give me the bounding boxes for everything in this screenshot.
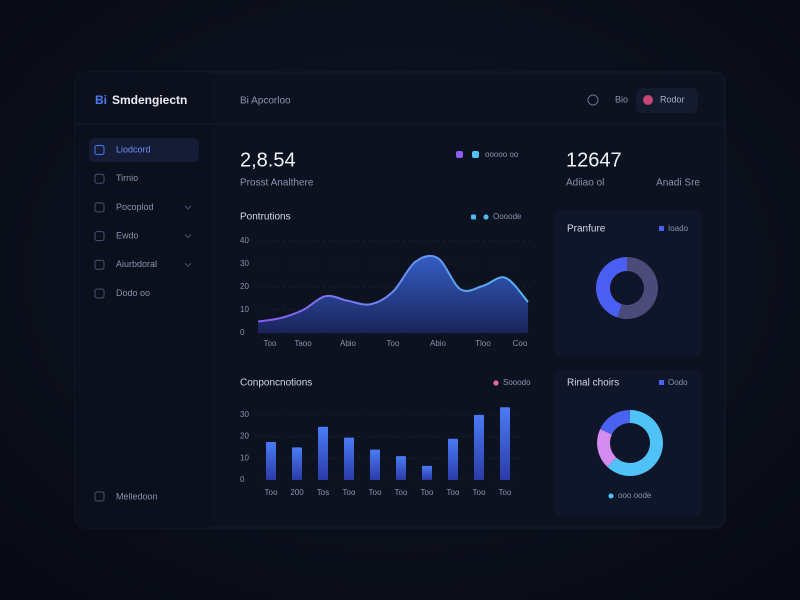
kpi-label: Prosst Analthere: [240, 178, 314, 189]
y-tick-label: 20: [240, 282, 249, 291]
area: [258, 255, 528, 333]
bar: [318, 426, 328, 480]
card: [555, 210, 701, 356]
donut-slice: [596, 257, 627, 318]
legend-swatch: [493, 380, 499, 386]
chart-title: Rinal choirs: [567, 378, 619, 389]
bar: [448, 438, 458, 480]
line: [257, 254, 529, 323]
nav-item[interactable]: Aiurbdoral: [116, 259, 157, 269]
x-tick-label: Too: [265, 488, 278, 497]
kpi-label: Adiiao ol: [566, 178, 604, 189]
brand: Smdengiectn: [112, 93, 187, 107]
kpi-legend: ooooo oo: [485, 150, 519, 159]
y-tick-label: 10: [240, 453, 249, 462]
legend-swatch: [483, 214, 489, 220]
x-tick-label: Abio: [340, 339, 357, 348]
sidebar: [75, 72, 213, 528]
icon: [94, 491, 105, 502]
bar: [396, 456, 406, 480]
icon: [94, 288, 105, 299]
nav-item[interactable]: Dodo oo: [116, 288, 150, 298]
legend-swatch: [608, 493, 614, 499]
x-tick-label: Too: [421, 488, 434, 497]
nav-item[interactable]: Liodcord: [116, 144, 151, 154]
legend-swatch: [456, 151, 463, 158]
x-tick-label: Too: [473, 488, 486, 497]
user-chip[interactable]: [636, 88, 698, 113]
y-tick-label: 30: [240, 259, 249, 268]
icon: [94, 173, 105, 184]
donut-slice: [600, 410, 630, 435]
donut-slice: [617, 257, 658, 319]
legend-label: Ioado: [668, 224, 689, 233]
brand-mark: Bi: [95, 93, 107, 107]
bar: [344, 437, 354, 480]
kpi-value: 2,8.54: [240, 149, 296, 171]
y-tick-label: 0: [240, 328, 245, 337]
x-tick-label: Abio: [430, 339, 447, 348]
bar: [500, 407, 510, 480]
nav-item[interactable]: Ewdo: [116, 230, 139, 240]
x-tick-label: Too: [387, 339, 400, 348]
bar: [292, 447, 302, 480]
legend-label: Oooode: [493, 212, 522, 221]
donut-slice: [607, 410, 664, 476]
x-tick-label: Too: [369, 488, 382, 497]
chart-title: Pranfure: [567, 224, 606, 235]
nav-item[interactable]: Pocoplod: [116, 202, 154, 212]
donut-slice: [596, 428, 617, 468]
y-tick-label: 20: [240, 432, 249, 441]
chevron: [184, 262, 192, 268]
bar: [266, 442, 276, 480]
x-tick-label: Too: [395, 488, 408, 497]
legend-label: ooo oode: [618, 491, 652, 500]
x-tick-label: Too: [343, 488, 356, 497]
legend-swatch: [659, 226, 664, 231]
icon: [94, 145, 105, 155]
y-tick-label: 0: [240, 475, 245, 484]
x-tick-label: Coo: [513, 339, 528, 348]
legend-swatch: [659, 380, 664, 385]
legend-swatch: [472, 151, 479, 158]
nav-active: [89, 138, 199, 162]
kpi-note: Anadi Sre: [656, 178, 700, 189]
x-tick-label: Too: [499, 488, 512, 497]
x-tick-label: Too: [264, 339, 277, 348]
nav-footer[interactable]: Melledoon: [116, 491, 158, 501]
icon: [94, 202, 105, 213]
icon[interactable]: [587, 94, 599, 106]
chevron: [184, 234, 192, 239]
legend-label: Oodo: [668, 378, 688, 387]
card: [555, 370, 701, 516]
user-name: Rodor: [660, 94, 685, 104]
x-tick-label: Tos: [317, 488, 329, 497]
header-link[interactable]: Bio: [615, 94, 628, 104]
legend-swatch: [471, 214, 476, 220]
chevron: [184, 205, 192, 210]
y-tick-label: 40: [240, 236, 249, 245]
bar: [370, 449, 380, 480]
x-tick-label: Tloo: [475, 339, 491, 348]
x-tick-label: Too: [447, 488, 460, 497]
x-tick-label: Taoo: [294, 339, 312, 348]
bar: [474, 414, 484, 480]
icon: [94, 259, 105, 270]
kpi-value: 12647: [566, 149, 622, 171]
bar: [422, 465, 432, 480]
nav-item[interactable]: Tirnio: [116, 173, 138, 183]
chart-title: Conponcnotions: [240, 378, 312, 389]
legend-label: Sooodo: [503, 378, 531, 387]
header-title: Bi Apcorloo: [240, 96, 291, 107]
x-tick-label: 200: [290, 488, 304, 497]
y-tick-label: 10: [240, 305, 249, 314]
avatar: [643, 95, 653, 105]
chart-title: Pontrutions: [240, 212, 291, 223]
icon: [94, 231, 105, 242]
y-tick-label: 30: [240, 410, 249, 419]
